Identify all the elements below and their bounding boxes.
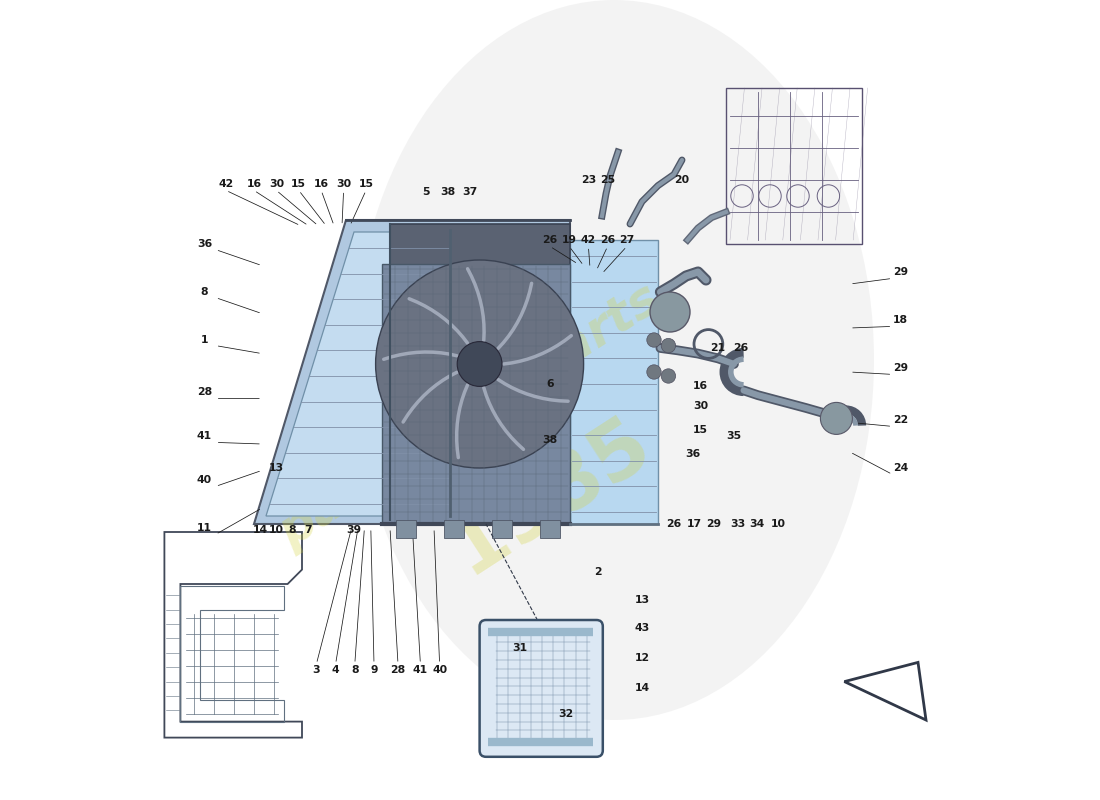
Text: passionforparts: passionforparts xyxy=(271,274,670,558)
Text: 22: 22 xyxy=(893,415,907,425)
Text: 28: 28 xyxy=(390,666,406,675)
Text: 21: 21 xyxy=(711,343,726,353)
Polygon shape xyxy=(845,662,926,720)
Text: 6: 6 xyxy=(547,379,553,389)
Polygon shape xyxy=(266,232,450,516)
Text: 13: 13 xyxy=(268,463,284,473)
Polygon shape xyxy=(382,264,570,524)
Ellipse shape xyxy=(354,0,874,720)
Text: 38: 38 xyxy=(542,435,558,445)
Text: 23: 23 xyxy=(581,175,596,185)
Text: 30: 30 xyxy=(336,179,351,189)
Text: 29: 29 xyxy=(893,363,907,373)
Text: 41: 41 xyxy=(197,431,212,441)
Text: 13: 13 xyxy=(635,595,650,605)
Text: 14: 14 xyxy=(253,525,268,534)
Circle shape xyxy=(647,333,661,347)
Text: 29: 29 xyxy=(706,519,722,529)
Text: 38: 38 xyxy=(440,187,455,197)
Text: 4: 4 xyxy=(332,666,340,675)
Text: 29: 29 xyxy=(893,267,907,277)
Bar xyxy=(493,520,512,538)
Text: 34: 34 xyxy=(749,519,764,529)
Text: 16: 16 xyxy=(693,381,708,390)
Text: 8: 8 xyxy=(288,525,296,534)
Text: 8: 8 xyxy=(351,666,359,675)
Text: 43: 43 xyxy=(635,623,650,633)
Text: 27: 27 xyxy=(619,235,635,245)
Text: 32: 32 xyxy=(559,709,573,718)
Text: 3: 3 xyxy=(312,666,320,675)
Text: 15: 15 xyxy=(693,426,708,435)
Circle shape xyxy=(661,338,675,353)
Text: 15: 15 xyxy=(292,179,306,189)
Text: 41: 41 xyxy=(412,666,428,675)
Circle shape xyxy=(647,365,661,379)
Text: 35: 35 xyxy=(726,431,741,441)
Text: 10: 10 xyxy=(770,519,785,529)
Text: 40: 40 xyxy=(432,666,448,675)
Text: 42: 42 xyxy=(219,179,233,189)
Text: 36: 36 xyxy=(197,239,212,249)
Text: 30: 30 xyxy=(693,402,708,411)
Text: 12: 12 xyxy=(635,653,650,662)
Bar xyxy=(396,520,416,538)
Text: 40: 40 xyxy=(197,475,212,485)
Circle shape xyxy=(661,369,675,383)
Text: 25: 25 xyxy=(600,175,615,185)
Text: 5: 5 xyxy=(422,187,430,197)
FancyBboxPatch shape xyxy=(480,620,603,757)
Text: 36: 36 xyxy=(685,450,700,459)
Text: 7: 7 xyxy=(305,525,312,534)
Bar xyxy=(444,520,463,538)
Text: 24: 24 xyxy=(893,463,907,473)
Text: 2: 2 xyxy=(594,567,602,577)
Text: 11: 11 xyxy=(197,523,212,533)
Text: 16: 16 xyxy=(246,179,262,189)
Text: 26: 26 xyxy=(667,519,682,529)
Polygon shape xyxy=(390,224,570,520)
Text: 42: 42 xyxy=(581,235,596,245)
Text: 14: 14 xyxy=(635,683,650,693)
Text: 37: 37 xyxy=(462,187,477,197)
Text: 30: 30 xyxy=(268,179,284,189)
Circle shape xyxy=(458,342,502,386)
Text: 19: 19 xyxy=(562,235,576,245)
Text: 26: 26 xyxy=(542,235,558,245)
Polygon shape xyxy=(254,220,570,524)
Text: 33: 33 xyxy=(730,519,746,529)
Text: 26: 26 xyxy=(733,343,748,353)
Text: 20: 20 xyxy=(674,175,690,185)
Text: 26: 26 xyxy=(600,235,615,245)
Text: 8: 8 xyxy=(200,287,208,297)
Bar xyxy=(540,520,560,538)
Text: 17: 17 xyxy=(686,519,702,529)
Text: 1985: 1985 xyxy=(434,402,666,590)
Polygon shape xyxy=(570,240,658,524)
Circle shape xyxy=(375,260,584,468)
Text: 39: 39 xyxy=(346,525,362,534)
Circle shape xyxy=(650,292,690,332)
Text: 31: 31 xyxy=(512,643,527,653)
Text: 10: 10 xyxy=(268,525,284,534)
Text: 1: 1 xyxy=(200,335,208,345)
Circle shape xyxy=(821,402,852,434)
Text: 18: 18 xyxy=(893,315,907,325)
Text: 9: 9 xyxy=(371,666,377,675)
Text: 16: 16 xyxy=(314,179,329,189)
Text: 15: 15 xyxy=(359,179,374,189)
Text: 28: 28 xyxy=(197,387,212,397)
